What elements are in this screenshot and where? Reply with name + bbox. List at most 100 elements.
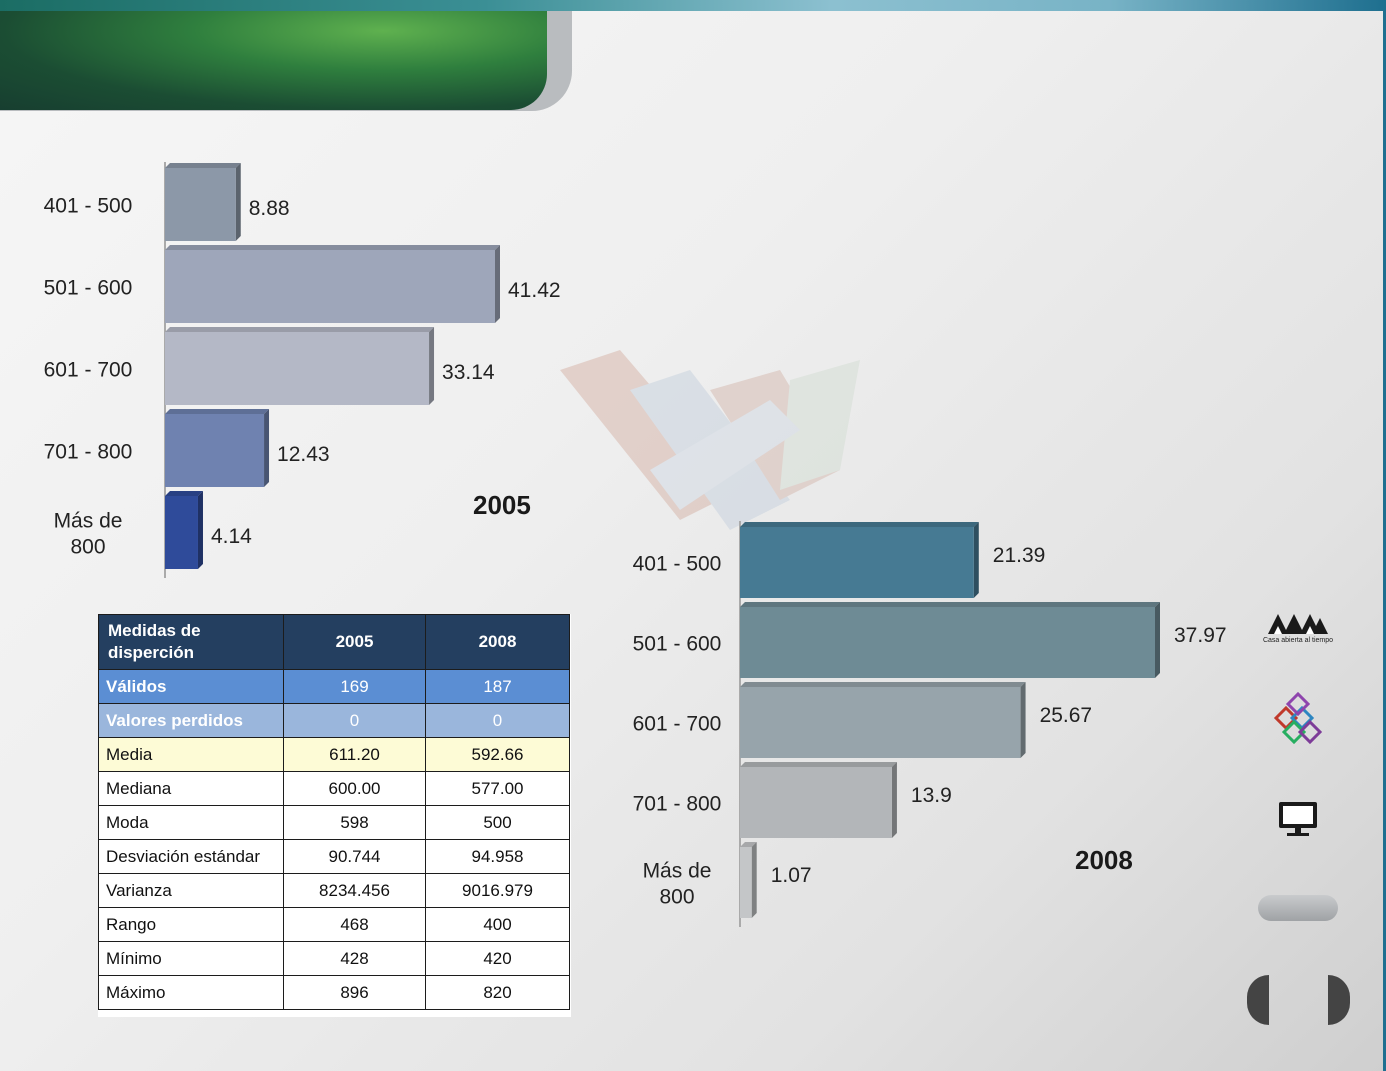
value-2008: 500 — [425, 805, 570, 840]
chart-2008: 21.39 401 - 500 37.97 501 - 600 25.67 601 - 7… — [590, 510, 1240, 930]
cubes-graphic — [1273, 691, 1323, 745]
value-2008: 0 — [425, 703, 570, 738]
value-label: 21.39 — [993, 544, 1046, 567]
bar — [740, 767, 892, 838]
row-label: Valores perdidos — [98, 703, 284, 738]
value-2005: 468 — [283, 907, 426, 942]
nav-pill-button[interactable] — [1258, 895, 1338, 921]
category-label: Más de — [643, 860, 712, 883]
bar-top-face — [165, 327, 435, 332]
category-label: 701 - 800 — [633, 793, 722, 816]
table-row: Máximo 896 820 — [98, 975, 570, 1010]
bar-side-face — [429, 327, 435, 405]
value-2005: 428 — [283, 941, 426, 976]
value-2008: 820 — [425, 975, 570, 1010]
value-2008: 400 — [425, 907, 570, 942]
chart-2005-svg: 8.88 401 - 500 41.42 501 - 600 33.14 601 - 70… — [44, 162, 561, 578]
table-row: Varianza 8234.456 9016.979 — [98, 873, 570, 908]
chart-2005: 8.88 401 - 500 41.42 501 - 600 33.14 601 - 70… — [0, 150, 600, 590]
bar-side-face — [973, 522, 979, 598]
category-label: 601 - 700 — [633, 713, 722, 736]
bar-top-face — [740, 682, 1026, 687]
category-label: Más de — [54, 510, 123, 533]
bar — [740, 607, 1155, 678]
value-label: 4.14 — [211, 525, 252, 548]
value-label: 12.43 — [277, 443, 330, 466]
bar — [165, 332, 430, 405]
value-2005: 598 — [283, 805, 426, 840]
table-row: Válidos 169 187 — [98, 669, 570, 704]
right-edge-strip — [1383, 11, 1386, 1071]
value-2008: 9016.979 — [425, 873, 570, 908]
row-label: Mínimo — [98, 941, 284, 976]
bar — [740, 847, 752, 918]
title-banner — [0, 11, 547, 110]
bar-top-face — [740, 762, 897, 767]
bar — [165, 496, 198, 569]
value-2008: 187 — [425, 669, 570, 704]
stats-table-container: Medidas de disperción 2005 2008 Válidos … — [98, 614, 571, 1017]
stats-header-measure: Medidas de disperción — [98, 614, 284, 670]
value-2008: 592.66 — [425, 737, 570, 772]
value-label: 41.42 — [508, 279, 561, 302]
value-2005: 600.00 — [283, 771, 426, 806]
bar-top-face — [165, 163, 241, 168]
next-slide-button[interactable] — [1328, 975, 1350, 1025]
row-label: Desviación estándar — [98, 839, 284, 874]
stats-header-2005: 2005 — [283, 614, 426, 670]
row-label: Media — [98, 737, 284, 772]
value-2005: 90.744 — [283, 839, 426, 874]
value-2008: 577.00 — [425, 771, 570, 806]
watermark-logo — [560, 350, 860, 530]
bar-side-face — [264, 409, 270, 487]
stats-table: Medidas de disperción 2005 2008 Válidos … — [98, 614, 570, 1010]
value-2005: 169 — [283, 669, 426, 704]
category-label: 501 - 600 — [44, 277, 133, 300]
bar — [165, 168, 236, 241]
category-label: 401 - 500 — [44, 195, 133, 218]
bar — [740, 527, 974, 598]
value-label: 8.88 — [249, 197, 290, 220]
bar-top-face — [165, 491, 203, 496]
table-row: Rango 468 400 — [98, 907, 570, 942]
bar-side-face — [235, 163, 241, 241]
bar-side-face — [1155, 602, 1160, 678]
table-row: Mínimo 428 420 — [98, 941, 570, 976]
row-label: Válidos — [98, 669, 284, 704]
bar-side-face — [197, 491, 203, 569]
category-label: 800 — [70, 536, 105, 559]
row-label: Mediana — [98, 771, 284, 806]
bar-side-face — [495, 245, 500, 323]
bar-side-face — [891, 762, 897, 838]
value-label: 25.67 — [1040, 704, 1093, 727]
value-label: 13.9 — [911, 784, 952, 807]
bar-top-face — [740, 602, 1160, 607]
value-2005: 8234.456 — [283, 873, 426, 908]
table-row: Moda 598 500 — [98, 805, 570, 840]
bar-side-face — [1020, 682, 1026, 758]
monitor-graphic — [1279, 802, 1317, 836]
uam-logo-icon[interactable]: Casa abierta al tiempo — [1262, 610, 1334, 650]
row-label: Rango — [98, 907, 284, 942]
value-label: 1.07 — [771, 864, 812, 887]
row-label: Moda — [98, 805, 284, 840]
stats-header-2008: 2008 — [425, 614, 570, 670]
table-row: Valores perdidos 0 0 — [98, 703, 570, 738]
bar-top-face — [740, 522, 979, 527]
category-label: 701 - 800 — [44, 441, 133, 464]
table-row: Desviación estándar 90.744 94.958 — [98, 839, 570, 874]
bar — [165, 414, 265, 487]
chart-2008-svg: 21.39 401 - 500 37.97 501 - 600 25.67 601 - 7… — [633, 521, 1227, 927]
value-2005: 896 — [283, 975, 426, 1010]
cubes-icon[interactable] — [1270, 690, 1326, 746]
category-label: 501 - 600 — [633, 633, 722, 656]
category-label: 401 - 500 — [633, 553, 722, 576]
category-label: 601 - 700 — [44, 359, 133, 382]
prev-slide-button[interactable] — [1247, 975, 1269, 1025]
value-2005: 611.20 — [283, 737, 426, 772]
bar — [165, 250, 495, 323]
table-row: Mediana 600.00 577.00 — [98, 771, 570, 806]
bar-side-face — [751, 842, 757, 918]
monitor-icon[interactable] — [1277, 800, 1319, 838]
value-label: 33.14 — [442, 361, 495, 384]
